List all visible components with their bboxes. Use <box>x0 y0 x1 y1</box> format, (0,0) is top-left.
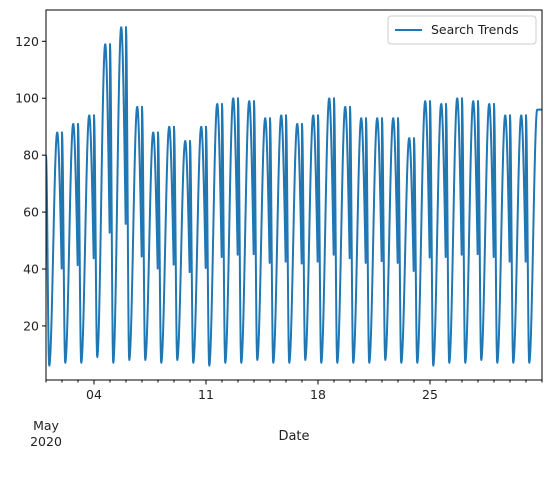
legend: Search Trends <box>388 16 536 44</box>
x-tick-label: 25 <box>422 387 438 402</box>
x-secondary-month-label: May <box>33 418 59 433</box>
y-tick-label: 120 <box>15 34 39 49</box>
plot-area <box>46 27 542 366</box>
x-secondary-year-label: 2020 <box>30 434 62 449</box>
x-tick-label: 18 <box>310 387 326 402</box>
x-axis-title: Date <box>278 429 309 444</box>
y-axis: 20 40 60 80 100 120 <box>15 34 46 334</box>
x-tick-label: 11 <box>198 387 214 402</box>
x-axis: 04 11 18 25 <box>46 380 542 402</box>
x-tick-label: 04 <box>86 387 102 402</box>
y-tick-label: 80 <box>23 148 39 163</box>
y-tick-label: 20 <box>23 318 39 333</box>
legend-label: Search Trends <box>431 22 519 37</box>
y-tick-label: 60 <box>23 205 39 220</box>
y-tick-label: 40 <box>23 262 39 277</box>
y-tick-label: 100 <box>15 91 39 106</box>
series-line-search-trends <box>46 27 542 366</box>
